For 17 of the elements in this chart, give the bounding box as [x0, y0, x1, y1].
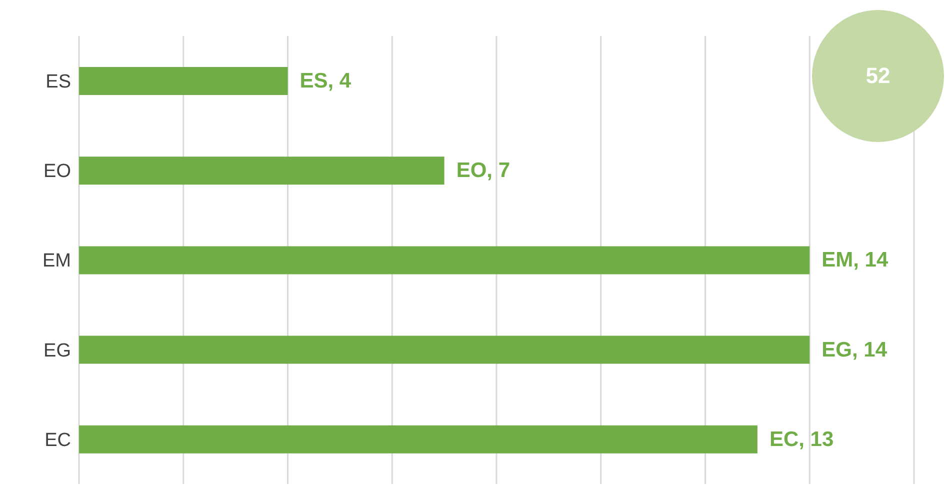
- bar: [79, 425, 758, 454]
- data-label: ES, 4: [300, 70, 352, 93]
- y-tick-label: EC: [44, 430, 71, 451]
- y-tick-label: ES: [46, 72, 71, 93]
- data-label: EG, 14: [822, 338, 888, 362]
- y-tick-label: EM: [42, 250, 71, 272]
- y-tick-label: EO: [44, 161, 71, 182]
- bar: [79, 67, 288, 95]
- bar: [79, 336, 810, 364]
- data-label: EC, 13: [769, 428, 834, 451]
- circle-badge: 52: [812, 10, 944, 142]
- bar: [79, 246, 810, 274]
- y-tick-label: EG: [44, 340, 71, 362]
- annotation: 52: [866, 63, 890, 89]
- bar: [79, 156, 444, 185]
- data-label: EO, 7: [456, 159, 510, 182]
- data-label: EM, 14: [822, 248, 888, 272]
